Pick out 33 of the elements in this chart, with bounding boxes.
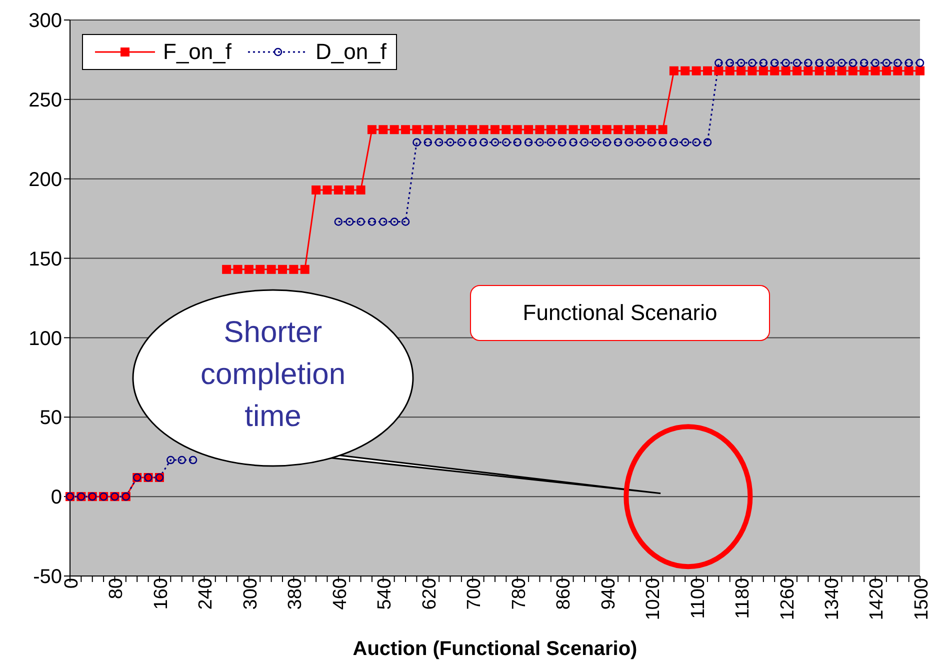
x-tick-label: 1420 [866, 578, 888, 620]
y-tick-label: 250 [28, 90, 62, 112]
y-tick-label: 150 [28, 248, 62, 270]
x-axis-title: Auction (Functional Scenario) [352, 638, 638, 661]
text-box: Functional Scenario [470, 285, 770, 342]
y-tick-label: 300 [28, 10, 62, 32]
y-tick-label: -50 [33, 566, 62, 588]
x-tick-label: 780 [508, 578, 530, 610]
legend-label: F_on_f [163, 39, 232, 65]
x-tick-label: 700 [464, 578, 486, 610]
x-tick-label: 1180 [732, 578, 754, 619]
y-tick-label: 0 [50, 486, 62, 509]
legend-label: D_on_f [316, 39, 386, 65]
x-tick-label: 1100 [688, 578, 709, 619]
x-tick-label: 240 [196, 578, 217, 610]
x-tick-label: 0 [61, 578, 82, 589]
y-tick-label: 200 [28, 168, 62, 191]
x-tick-label: 1500 [911, 578, 932, 620]
x-tick-label: 300 [240, 578, 262, 610]
x-tick-label: 620 [419, 578, 440, 610]
annotation: Shorter completion time [199, 315, 347, 435]
x-tick-label: 1020 [643, 578, 664, 620]
x-tick-label: 380 [285, 578, 306, 610]
y-tick-label: 50 [40, 407, 62, 430]
x-tick-label: 1260 [777, 578, 798, 620]
x-tick-label: 940 [598, 578, 620, 610]
x-tick-label: 1340 [822, 578, 844, 620]
y-tick-label: 100 [28, 328, 62, 350]
x-tick-label: 160 [150, 578, 172, 610]
x-tick-label: 860 [554, 578, 575, 610]
x-tick-label: 460 [330, 578, 351, 610]
x-tick-label: 80 [106, 578, 128, 600]
x-tick-label: 540 [374, 578, 396, 610]
